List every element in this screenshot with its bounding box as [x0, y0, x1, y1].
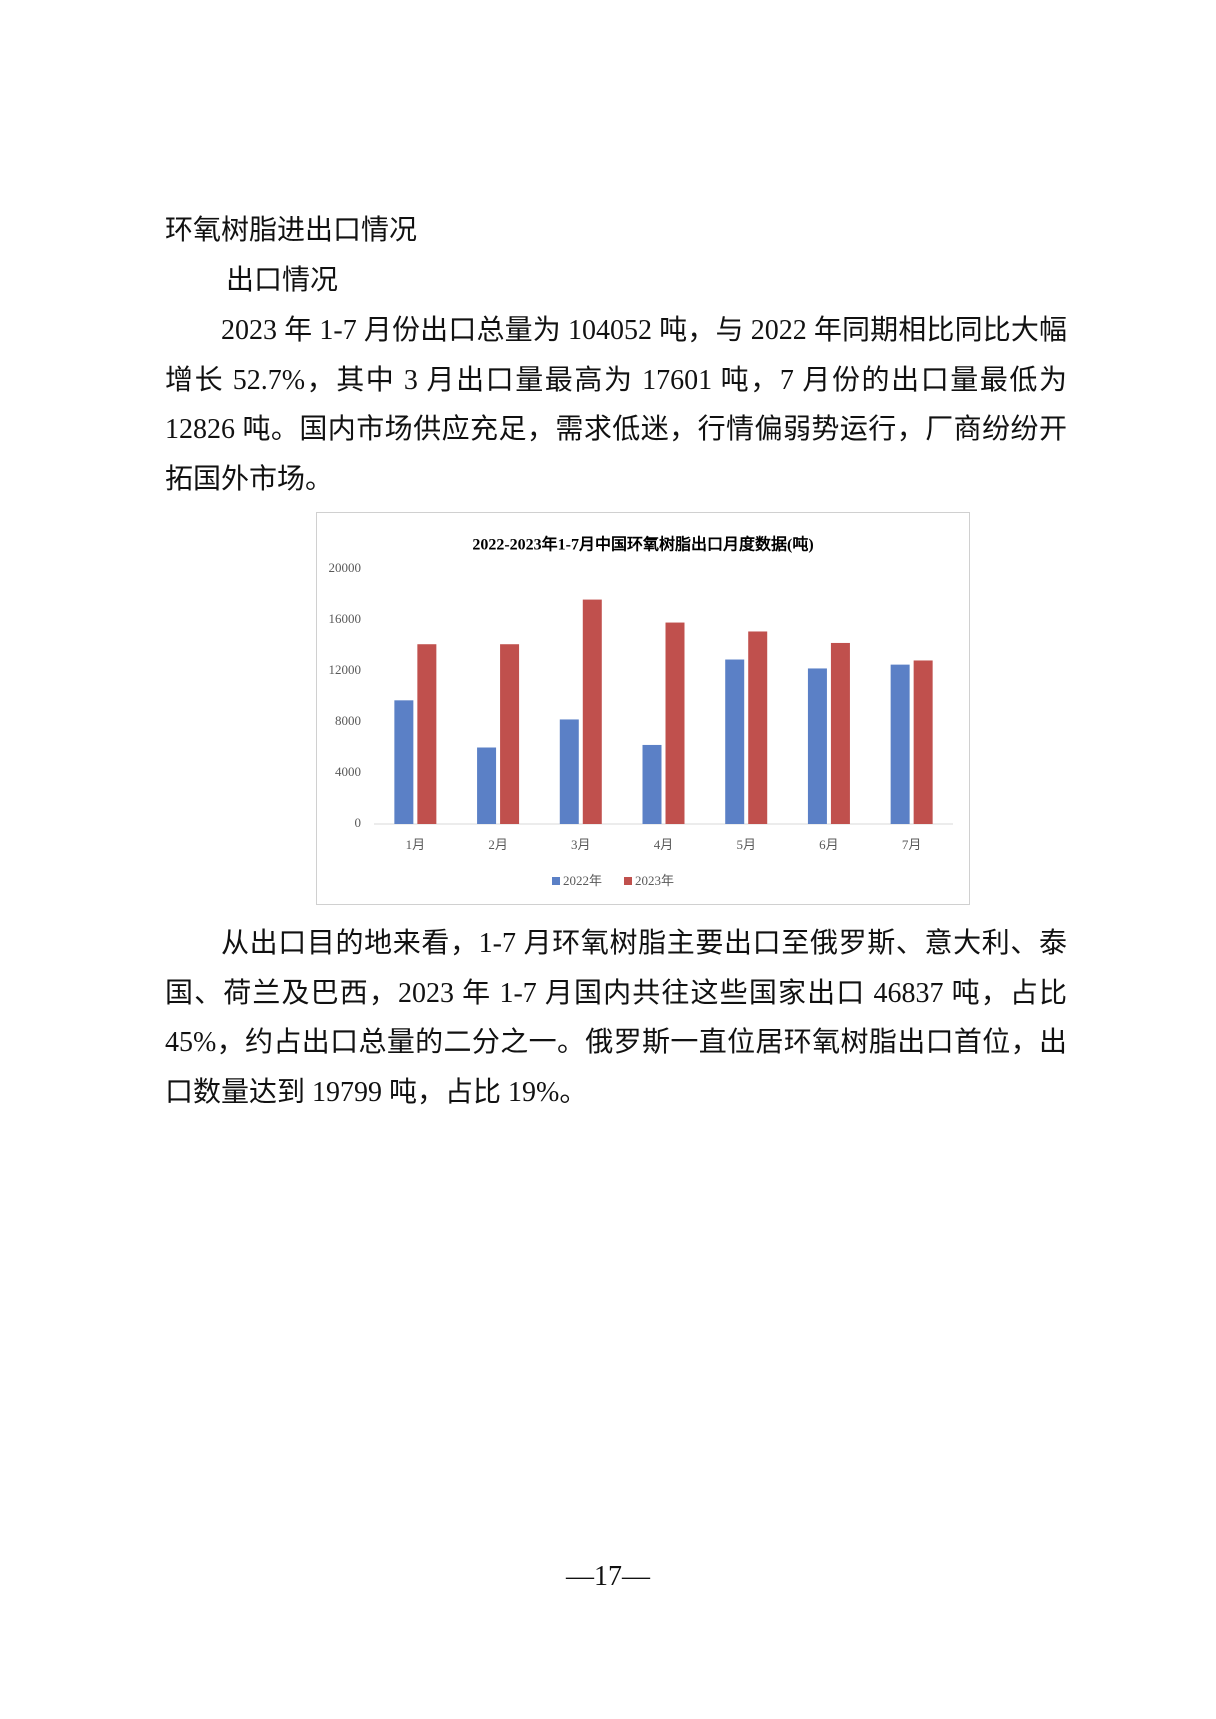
- x-tick-label: 7月: [902, 837, 922, 852]
- bar: [725, 659, 745, 824]
- x-tick-label: 6月: [819, 837, 839, 852]
- bar: [913, 660, 933, 824]
- bar: [642, 744, 662, 824]
- bar: [559, 719, 579, 824]
- paragraph: 2023 年 1-7 月份出口总量为 104052 吨，与 2022 年同期相比…: [165, 315, 1067, 495]
- bar: [890, 664, 910, 824]
- legend-swatch: [552, 877, 560, 885]
- y-tick-label: 0: [355, 815, 362, 830]
- x-tick-label: 2月: [488, 837, 508, 852]
- chart-title: 2022-2023年1-7月中国环氧树脂出口月度数据(吨): [472, 535, 813, 554]
- bar: [830, 642, 850, 824]
- bar: [500, 644, 520, 824]
- y-tick-label: 16000: [329, 611, 362, 626]
- x-tick-label: 5月: [736, 837, 756, 852]
- bar: [748, 631, 768, 824]
- y-tick-label: 12000: [329, 662, 362, 677]
- bar: [477, 747, 497, 824]
- y-tick-label: 8000: [335, 713, 361, 728]
- page-number: —17—: [566, 1561, 650, 1592]
- subheading: 出口情况: [226, 265, 339, 296]
- bar: [665, 622, 685, 824]
- legend-swatch: [624, 877, 632, 885]
- paragraph: 从出口目的地来看，1-7 月环氧树脂主要出口至俄罗斯、意大利、泰国、荷兰及巴西，…: [165, 928, 1067, 1108]
- legend-label: 2022年: [563, 873, 602, 888]
- y-tick-label: 20000: [329, 560, 362, 575]
- bar: [807, 668, 827, 824]
- bar: [582, 599, 602, 824]
- x-tick-label: 4月: [654, 837, 674, 852]
- y-tick-label: 4000: [335, 764, 361, 779]
- chart: 2022-2023年1-7月中国环氧树脂出口月度数据(吨) 0 4000 8000 1…: [316, 512, 970, 905]
- bar: [394, 700, 414, 824]
- heading: 环氧树脂进出口情况: [165, 215, 418, 246]
- x-tick-label: 3月: [571, 837, 591, 852]
- bar: [417, 644, 437, 824]
- legend-label: 2023年: [635, 873, 674, 888]
- x-tick-label: 1月: [406, 837, 426, 852]
